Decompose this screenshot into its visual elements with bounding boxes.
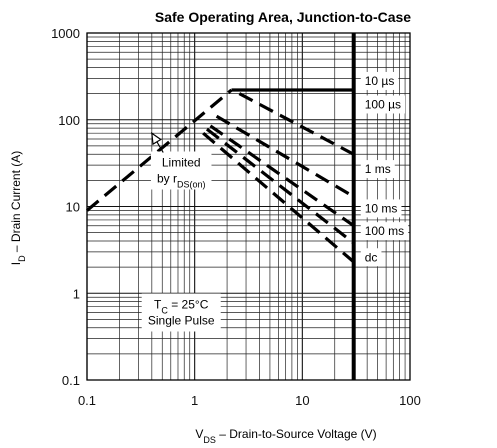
curve-label: 100 ms [365, 224, 404, 238]
x-tick-label: 100 [399, 393, 421, 408]
tick-labels: 0.1 1 10 100 0.1 1 10 100 1000 [51, 26, 421, 408]
y-tick-label: 1 [73, 286, 80, 301]
plot-frame [86, 32, 411, 381]
y-tick-label: 10 [66, 200, 80, 215]
curve-label-bg [360, 160, 395, 179]
x-tick-label: 10 [295, 393, 309, 408]
series-lines [85, 33, 356, 380]
curve-label: 1 ms [365, 162, 391, 176]
x-tick-label: 0.1 [78, 393, 96, 408]
label-backgrounds [360, 71, 409, 267]
limited-annotation: Limited by rDS(on) [157, 156, 206, 190]
curve-label: 100 µs [365, 97, 401, 111]
rds-on-limit-line [85, 88, 233, 212]
chart-title: Safe Operating Area, Junction-to-Case [155, 9, 411, 25]
x-tick-label: 1 [191, 393, 198, 408]
y-tick-label: 100 [58, 113, 80, 128]
curve-label-bg [360, 248, 382, 267]
curve-label-bg [360, 95, 406, 114]
curve-label-bg [360, 71, 399, 90]
curve-labels: 10 µs 100 µs 1 ms 10 ms 100 ms dc [365, 74, 404, 264]
series-line-1-ms [215, 114, 355, 198]
series-line-dc [202, 131, 355, 264]
limited-arrow-head-icon [151, 131, 162, 146]
y-tick-label: 1000 [51, 26, 80, 41]
annotations: Limited by rDS(on) TC = 25°C Single Pulse [141, 131, 221, 332]
limited-annotation-bg [150, 151, 212, 190]
series-line-100-ms [205, 127, 355, 245]
y-axis-label: ID – Drain Current (A) [9, 151, 27, 266]
curve-label: 10 µs [365, 74, 395, 88]
conditions-annotation: TC = 25°C Single Pulse [148, 297, 215, 327]
curve-label-bg [360, 199, 402, 218]
y-tick-label: 0.1 [62, 373, 80, 388]
x-axis-label: VDS – Drain-to-Source Voltage (V) [195, 427, 376, 445]
curve-label: dc [365, 250, 378, 264]
conditions-annotation-bg [141, 293, 221, 332]
series-line-10-ms [209, 124, 355, 228]
curve-label-bg [360, 222, 409, 241]
curve-label: 10 ms [365, 201, 398, 215]
